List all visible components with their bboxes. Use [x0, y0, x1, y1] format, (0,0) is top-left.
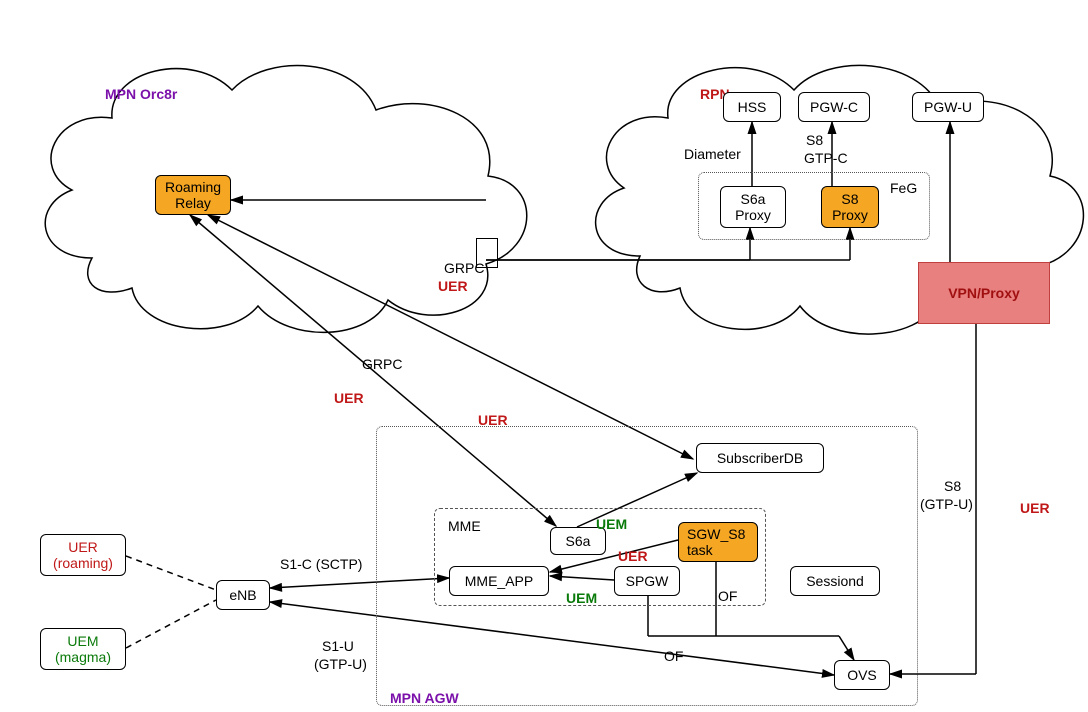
- node-s8-proxy: S8Proxy: [821, 186, 879, 228]
- node-uem-magma: UEM(magma): [40, 628, 126, 670]
- group-mme-label: MME: [448, 518, 481, 534]
- vpn-proxy-box: VPN/Proxy: [918, 262, 1050, 324]
- node-ovs: OVS: [834, 660, 890, 690]
- node-pgw-u: PGW-U: [912, 92, 984, 122]
- node-s6a-proxy: S6aProxy: [720, 186, 786, 228]
- node-sgw-s8-task: SGW_S8task: [678, 522, 758, 562]
- node-mme-app: MME_APP: [449, 566, 549, 596]
- edge-label: UER: [438, 278, 468, 294]
- edge-label: Diameter: [684, 146, 741, 162]
- edge-label: S8: [806, 132, 823, 148]
- edge-label: GRPC: [362, 356, 402, 372]
- node-roaming-relay: RoamingRelay: [155, 175, 231, 215]
- edge-label: S1-C (SCTP): [280, 556, 362, 572]
- edge-label: UER: [618, 548, 648, 564]
- cloud-left-label: MPN Orc8r: [105, 86, 177, 102]
- edge-label: UER: [334, 390, 364, 406]
- node-subscriberdb: SubscriberDB: [696, 443, 824, 473]
- edge-label: S1-U: [322, 638, 354, 654]
- edge-label: OF: [718, 588, 737, 604]
- node-hss: HSS: [723, 92, 781, 122]
- edge-label: UER: [1020, 500, 1050, 516]
- edge-label: (GTP-U): [920, 496, 973, 512]
- edge-label: GRPC: [444, 260, 484, 276]
- vpn-proxy-label: VPN/Proxy: [948, 285, 1020, 301]
- edge-label: OF: [664, 648, 683, 664]
- node-sessiond: Sessiond: [790, 566, 880, 596]
- edge-label: GTP-C: [804, 150, 848, 166]
- node-spgw: SPGW: [614, 566, 680, 596]
- edge-label: UEM: [596, 516, 627, 532]
- node-pgw-c: PGW-C: [798, 92, 870, 122]
- group-feg-label: FeG: [890, 180, 917, 196]
- node-enb: eNB: [216, 580, 270, 610]
- edge-label: UER: [478, 412, 508, 428]
- node-uer-roaming: UER(roaming): [40, 534, 126, 576]
- edge-label: S8: [944, 478, 961, 494]
- edge-label: UEM: [566, 590, 597, 606]
- edge-label: (GTP-U): [314, 656, 367, 672]
- group-mpn-agw-label: MPN AGW: [390, 690, 459, 706]
